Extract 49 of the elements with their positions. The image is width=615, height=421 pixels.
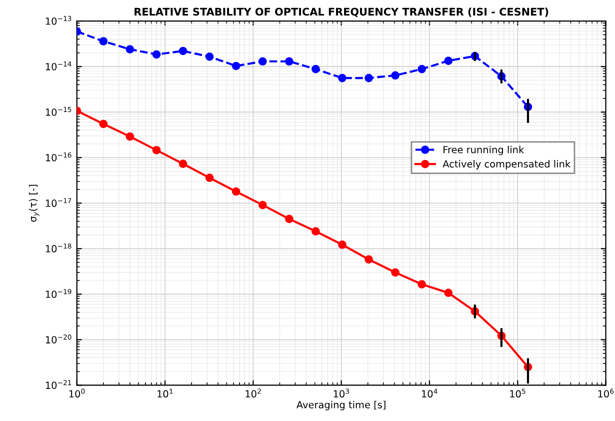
point bbox=[205, 52, 214, 61]
x-tick-label: 10$^{2}$ bbox=[246, 388, 261, 398]
y-tick-label: 10$^{−17}$ bbox=[46, 198, 72, 207]
x-tick-label: 10$^{4}$ bbox=[422, 388, 438, 398]
legend-label: Actively compensated link bbox=[442, 160, 571, 170]
point bbox=[364, 74, 373, 82]
point bbox=[232, 187, 240, 196]
point bbox=[312, 64, 320, 74]
y-tick-label: 10$^{−19}$ bbox=[46, 289, 72, 298]
x-tick-label: 10$^{6}$ bbox=[598, 388, 614, 398]
x-axis-title: Averaging time [s] bbox=[296, 400, 386, 410]
point bbox=[126, 45, 134, 54]
point bbox=[284, 57, 294, 66]
x-tick-label: 10$^{0}$ bbox=[69, 388, 85, 398]
point bbox=[418, 64, 426, 74]
y-tick-label: 10$^{−18}$ bbox=[46, 244, 72, 252]
chart-title: RELATIVE STABILITY OF OPTICAL FREQUENCY TRANSFER (ISI - CESNET) bbox=[134, 8, 548, 18]
point bbox=[152, 146, 161, 154]
point bbox=[258, 200, 267, 210]
x-tick-label: 10$^{1}$ bbox=[158, 388, 173, 398]
point bbox=[178, 160, 188, 168]
y-tick-label: 10$^{−15}$ bbox=[46, 107, 72, 116]
y-tick-label: 10$^{−14}$ bbox=[46, 62, 72, 70]
point bbox=[284, 214, 294, 224]
point bbox=[391, 71, 400, 80]
legend-label: Free running link bbox=[444, 146, 524, 156]
point bbox=[364, 255, 373, 264]
point bbox=[99, 37, 108, 46]
point bbox=[126, 132, 134, 141]
y-axis-title: σ$_{y}$(τ) [-] bbox=[28, 184, 40, 222]
point bbox=[444, 288, 453, 298]
point bbox=[338, 74, 346, 82]
y-tick-label: 10$^{−20}$ bbox=[46, 334, 72, 344]
point bbox=[178, 46, 188, 56]
point bbox=[152, 50, 161, 59]
point bbox=[232, 62, 240, 70]
point bbox=[312, 227, 320, 236]
point bbox=[391, 268, 400, 277]
point bbox=[205, 174, 214, 182]
point bbox=[444, 56, 453, 65]
point bbox=[338, 240, 346, 249]
x-tick-label: 10$^{5}$ bbox=[510, 388, 526, 398]
point bbox=[258, 57, 267, 66]
y-tick-label: 10$^{−21}$ bbox=[46, 380, 72, 389]
point bbox=[418, 280, 426, 288]
y-tick-label: 10$^{−13}$ bbox=[46, 16, 72, 25]
x-tick-label: 10$^{3}$ bbox=[334, 388, 350, 398]
point bbox=[99, 120, 108, 128]
y-tick-label: 10$^{−16}$ bbox=[46, 152, 72, 162]
